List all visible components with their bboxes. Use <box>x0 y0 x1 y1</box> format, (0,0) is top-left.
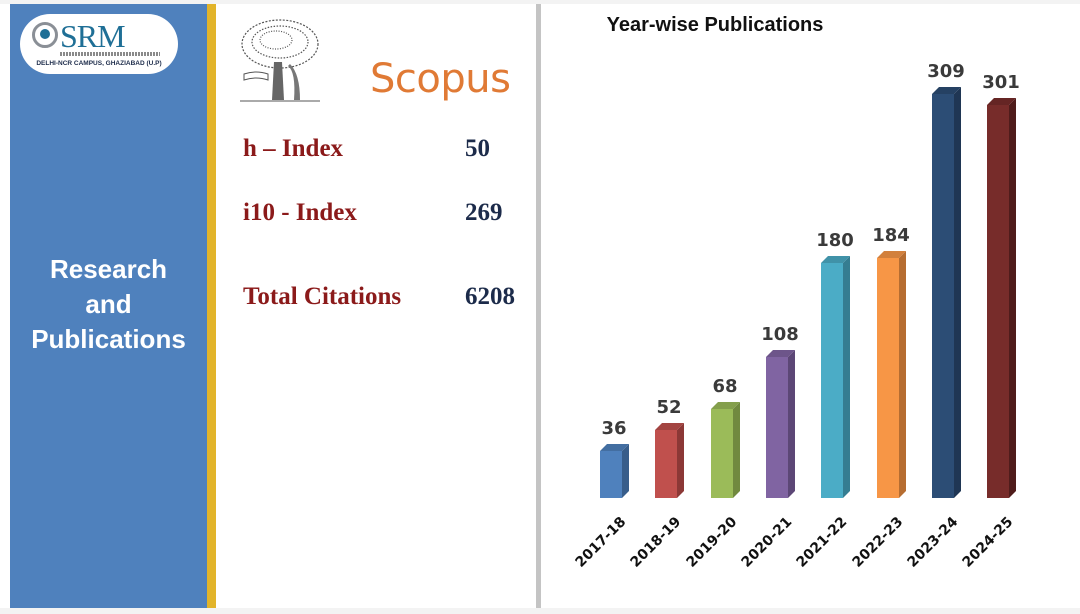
x-axis-label: 2019-20 <box>683 514 741 571</box>
chart-title: Year-wise Publications <box>606 14 824 36</box>
x-axis-label: 2021-22 <box>793 514 851 571</box>
metric-value-total-citations: 6208 <box>465 283 515 310</box>
section-title-line: Publications <box>31 324 186 354</box>
scopus-brand: Scopus <box>370 56 511 102</box>
bar-2023-24 <box>932 87 961 498</box>
bar-front <box>766 357 788 498</box>
logo-campus: DELHI-NCR CAMPUS, GHAZIABAD (U.P) <box>36 60 162 67</box>
bar-2019-20 <box>711 402 740 498</box>
x-axis-label: 2018-19 <box>627 514 685 571</box>
bar-2024-25 <box>987 98 1016 498</box>
section-title-line: and <box>85 289 132 319</box>
bar-side <box>622 444 629 498</box>
x-axis-label: 2023-24 <box>904 514 962 571</box>
srm-logo: SRM DELHI-NCR CAMPUS, GHAZIABAD (U.P) <box>20 14 178 74</box>
bar-2021-22 <box>821 256 850 498</box>
bar-value-label: 180 <box>816 230 854 251</box>
bar-value-label: 184 <box>872 225 910 246</box>
bar-value-label: 52 <box>656 397 682 418</box>
bar-side <box>843 256 850 498</box>
x-axis-label: 2020-21 <box>738 514 796 571</box>
logo-name: SRM <box>60 18 126 54</box>
elsevier-tree-icon <box>240 19 320 102</box>
metric-label-total-citations: Total Citations <box>243 283 402 310</box>
bar-2020-21 <box>766 350 795 498</box>
bar-2017-18 <box>600 444 629 498</box>
bar-side <box>1009 98 1016 498</box>
logo-subtitle-line <box>60 52 160 56</box>
section-title-line: Research <box>49 254 168 284</box>
bar-2022-23 <box>877 251 906 498</box>
accent-stripe <box>207 4 216 608</box>
x-axis-label: 2022-23 <box>849 514 907 571</box>
left-panel: SRM DELHI-NCR CAMPUS, GHAZIABAD (U.P) <box>10 4 207 608</box>
bar-side <box>677 423 684 498</box>
bar-value-label: 108 <box>761 324 799 345</box>
metric-value-i10-index: 269 <box>465 199 503 226</box>
bar-front <box>877 258 899 498</box>
metric-label-h-index: h – Index <box>243 135 344 162</box>
x-axis-label: 2024-25 <box>959 514 1017 571</box>
section-title: Research and Publications <box>10 252 207 357</box>
slide: SRM DELHI-NCR CAMPUS, GHAZIABAD (U.P) Re… <box>0 4 1080 608</box>
bar-value-label: 301 <box>982 72 1020 93</box>
srm-emblem-icon <box>32 22 58 48</box>
bar-value-label: 36 <box>601 418 627 439</box>
x-axis-label: 2017-18 <box>572 514 630 571</box>
bar-front <box>600 451 622 498</box>
bar-2018-19 <box>655 423 684 498</box>
bar-side <box>788 350 795 498</box>
bar-front <box>821 263 843 498</box>
bar-side <box>733 402 740 498</box>
bar-front <box>655 430 677 498</box>
vertical-divider <box>536 4 541 608</box>
bar-value-label: 68 <box>712 376 738 397</box>
bar-side <box>899 251 906 498</box>
bar-front <box>987 105 1009 498</box>
bar-value-label: 309 <box>927 61 965 82</box>
metric-value-h-index: 50 <box>465 135 490 162</box>
bar-side <box>954 87 961 498</box>
metric-label-i10-index: i10 - Index <box>243 199 357 226</box>
bar-front <box>932 94 954 498</box>
bar-front <box>711 409 733 498</box>
